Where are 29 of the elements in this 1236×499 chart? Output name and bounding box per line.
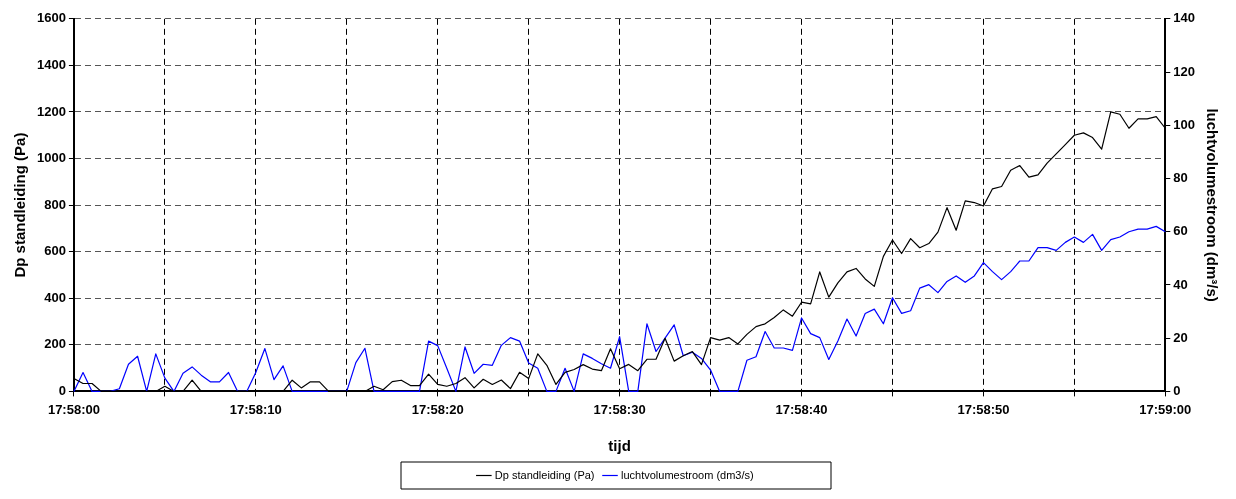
- x-tick-label: 17:59:00: [1139, 401, 1192, 417]
- y2-tick-label: 80: [1173, 170, 1188, 186]
- legend-label: Dp standleiding (Pa): [494, 468, 595, 481]
- y2-tick-label: 60: [1173, 223, 1188, 239]
- x-tick-label: 17:58:20: [411, 401, 464, 417]
- y2-tick-label: 120: [1173, 63, 1196, 79]
- y-tick-label: 400: [44, 289, 66, 305]
- y-tick-label: 200: [44, 336, 66, 352]
- legend-label: luchtvolumestroom (dm3/s): [621, 468, 754, 481]
- x-tick-label: 17:58:10: [229, 401, 282, 417]
- x-tick-label: 17:58:30: [593, 401, 646, 417]
- y-tick-label: 1600: [37, 10, 66, 26]
- x-tick-label: 17:58:40: [775, 401, 828, 417]
- y2-tick-label: 40: [1173, 276, 1188, 292]
- y-axis-title: Dp standleiding (Pa): [11, 132, 29, 278]
- x-tick-label: 17:58:50: [957, 401, 1010, 417]
- y2-tick-label: 140: [1173, 10, 1196, 26]
- y2-tick-label: 100: [1173, 116, 1196, 132]
- x-tick-label: 17:58:00: [47, 401, 100, 417]
- y-tick-label: 800: [44, 196, 66, 212]
- y-tick-label: 1400: [37, 56, 66, 72]
- y2-tick-label: 0: [1173, 382, 1181, 398]
- y-tick-label: 0: [58, 382, 66, 398]
- y-tick-label: 600: [44, 243, 66, 259]
- y-tick-label: 1000: [37, 150, 66, 166]
- y2-axis-title: luchtvolumestroom (dm³/s): [1203, 108, 1221, 302]
- y-tick-label: 1200: [37, 103, 66, 119]
- y2-tick-label: 20: [1173, 329, 1188, 345]
- x-axis-title: tijd: [608, 437, 631, 455]
